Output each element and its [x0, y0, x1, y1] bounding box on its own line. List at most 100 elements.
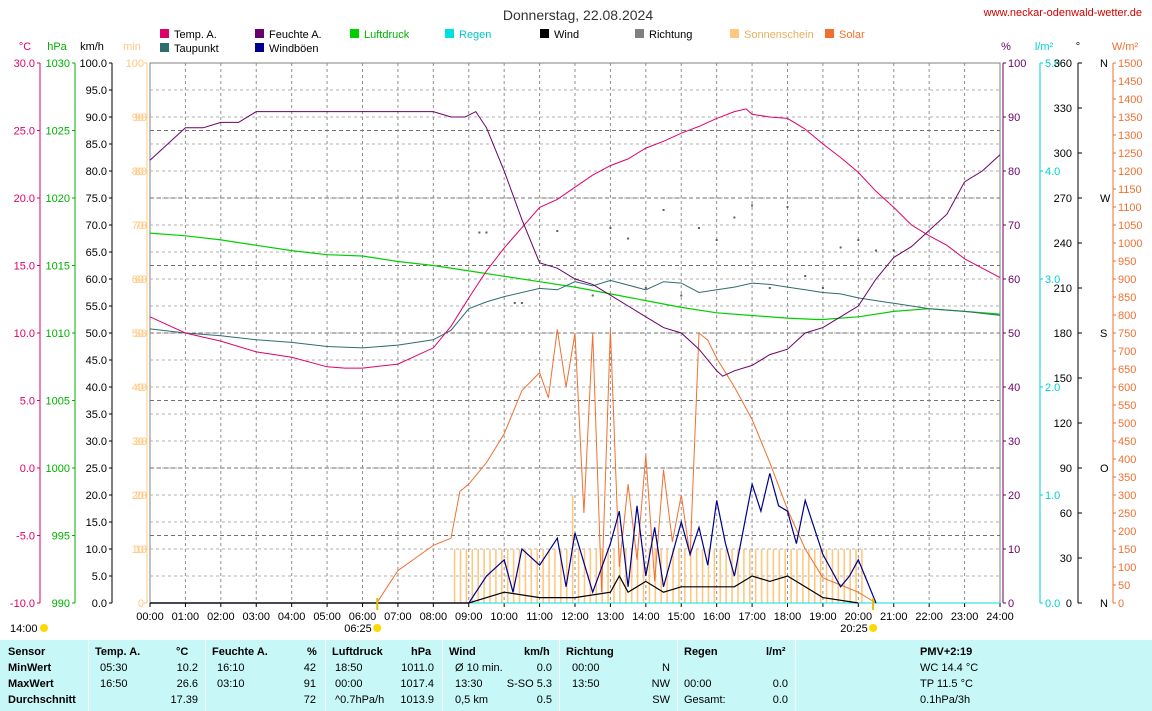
header-sensor: Sensor [8, 646, 46, 658]
sun-tick-label: 100 [126, 58, 144, 70]
chart-title: Donnerstag, 22.08.2024 [503, 7, 653, 23]
sun-markers: 06:25 20:25 14:00 [10, 598, 878, 635]
header-hum-unit: % [307, 646, 317, 658]
wind-tick-label: 30.0 [86, 436, 107, 448]
wind-tick-label: 15.0 [86, 517, 107, 529]
stat-wind-t: 13:30 [455, 678, 483, 690]
x-tick-label: 07:00 [384, 611, 412, 623]
stat-hum-v: 72 [303, 694, 316, 706]
legend-swatch-press [350, 29, 359, 38]
press-tick-label: 1015 [46, 261, 70, 273]
legend-label-gust: Windböen [269, 43, 319, 55]
direction-dot [875, 249, 878, 252]
solar-tick-label: 600 [1118, 382, 1136, 394]
temp-tick-label: 0.0 [20, 463, 35, 475]
x-tick-label: 24:00 [986, 611, 1014, 623]
stat-press-t: 00:00 [335, 678, 363, 690]
wind-tick-label: 40.0 [86, 382, 107, 394]
legend-swatch-temp [160, 29, 169, 38]
direction-dot [715, 239, 718, 241]
wind-tick-label: 70.0 [86, 220, 107, 232]
hum-inner-label: 40 [135, 382, 147, 394]
gust-line [150, 473, 877, 604]
hum-tick-label: 30 [1008, 436, 1020, 448]
sunset-icon [869, 624, 878, 632]
grid [149, 62, 1001, 604]
temp-tick-label: 25.0 [14, 126, 35, 138]
legend-label-press: Luftdruck [364, 29, 410, 41]
weather-chart: Donnerstag, 22.08.2024 www.neckar-odenwa… [10, 7, 1143, 635]
legend-label-dir: Richtung [649, 29, 692, 41]
dir-tick-label: 330 [1054, 103, 1072, 115]
hum-inner-label: 20 [135, 490, 147, 502]
hum-tick-label: 80 [1008, 166, 1020, 178]
header-temp: Temp. A. [95, 646, 141, 658]
sunrise-icon [373, 624, 382, 632]
x-tick-label: 23:00 [951, 611, 979, 623]
hum-tick-label: 90 [1008, 112, 1020, 124]
humidity-line [149, 110, 1001, 377]
legend-swatch-rain [445, 29, 454, 38]
sunrise-time: 06:25 [344, 623, 372, 635]
hum-inner-label: 50 [135, 328, 147, 340]
header-wind: Wind [449, 646, 476, 658]
dir-tick-label: 300 [1054, 148, 1072, 160]
dir-tick-label: 360 [1054, 58, 1072, 70]
x-tick-label: 21:00 [880, 611, 908, 623]
solar-tick-label: 1150 [1118, 184, 1142, 196]
temperature-line [149, 108, 1001, 369]
rain-tick-label: 1.0 [1045, 490, 1060, 502]
solar-tick-label: 0 [1118, 598, 1124, 610]
solar-tick-label: 1450 [1118, 76, 1142, 88]
solar-tick-label: 1300 [1118, 130, 1142, 142]
wind-tick-label: 55.0 [86, 301, 107, 313]
x-tick-label: 11:00 [526, 611, 553, 623]
press-tick-label: 1030 [46, 58, 70, 70]
direction-dot [485, 231, 488, 234]
press-tick-label: 1025 [46, 126, 70, 138]
solar-tick-label: 750 [1118, 328, 1136, 340]
legend-label-hum: Feuchte A. [269, 29, 322, 41]
solar-tick-label: 850 [1118, 292, 1136, 304]
x-tick-label: 04:00 [278, 611, 306, 623]
direction-dot [804, 275, 807, 277]
temp-tick-label: -5.0 [16, 531, 35, 543]
legend-label-sun: Sonnenschein [744, 29, 814, 41]
stat-info: WC 14.4 °C [920, 662, 979, 674]
hum-inner-label: 70 [135, 220, 147, 232]
sun-tick-label: 10 [132, 544, 144, 556]
direction-dot [644, 287, 647, 289]
stat-dir-v: SW [652, 694, 670, 706]
direction-dot [733, 216, 736, 219]
legend-swatch-dew [160, 43, 169, 52]
rain-tick-label: 4.0 [1045, 166, 1060, 178]
x-tick-label: 12:00 [561, 611, 589, 623]
solar-tick-label: 1250 [1118, 148, 1142, 160]
press-axis-unit: hPa [47, 41, 67, 53]
dir-tick-compass: N [1100, 58, 1108, 70]
hum-tick-label: 10 [1008, 544, 1020, 556]
prev-day-sun-icon [40, 624, 48, 632]
temp-tick-label: 15.0 [14, 261, 35, 273]
press-tick-label: 1020 [46, 193, 70, 205]
header-rain: Regen [684, 646, 718, 658]
x-tick-label: 19:00 [809, 611, 837, 623]
legend-label-solar: Solar [839, 29, 865, 41]
solar-tick-label: 150 [1118, 544, 1136, 556]
x-tick-label: 02:00 [207, 611, 235, 623]
wind-axis-unit: km/h [80, 41, 104, 53]
dir-tick-label: 60 [1060, 508, 1072, 520]
wind-line [150, 574, 859, 604]
series-layer [149, 108, 1001, 604]
stat-wind-v: 0.5 [536, 694, 552, 706]
site-url[interactable]: www.neckar-odenwald-wetter.de [983, 7, 1142, 19]
dir-tick-label: 180 [1054, 328, 1072, 340]
press-tick-label: 1000 [46, 463, 70, 475]
dir-tick-label: 0 [1066, 598, 1072, 610]
stat-wind-t: Ø 10 min. [455, 662, 503, 674]
dir-tick-label: 90 [1060, 463, 1072, 475]
direction-dot [768, 287, 771, 289]
wind-tick-label: 65.0 [86, 247, 107, 259]
header-temp-unit: °C [176, 646, 189, 658]
stat-rain-t: 00:00 [684, 678, 712, 690]
